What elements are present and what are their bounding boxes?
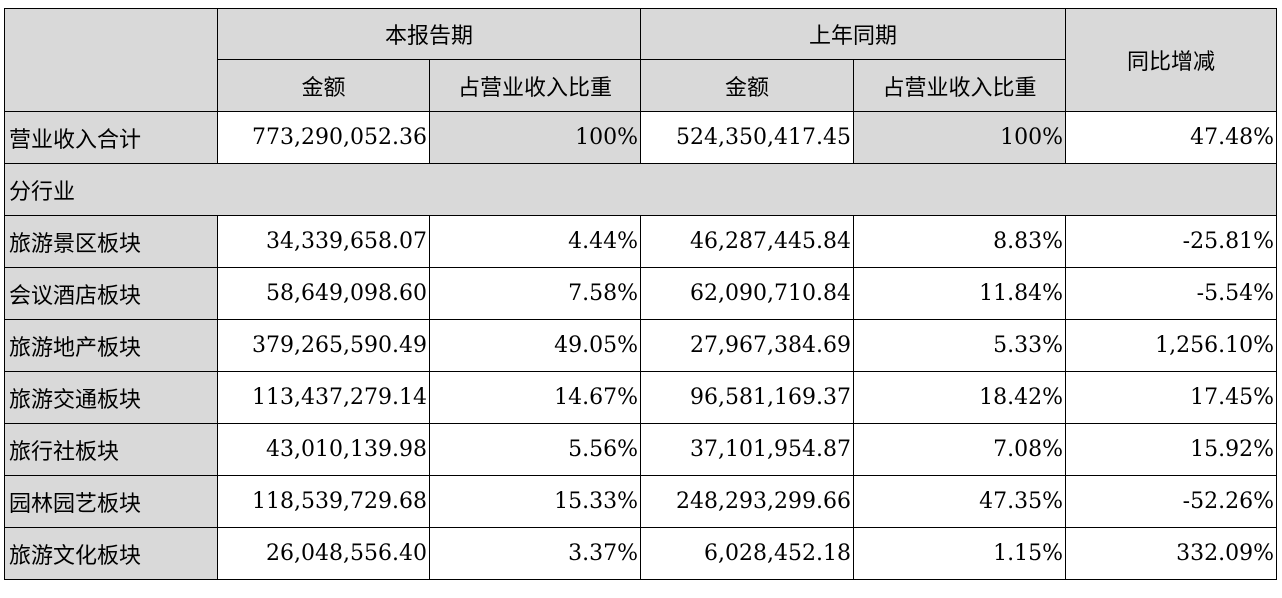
row-yoy: -52.26% <box>1065 475 1277 528</box>
total-prior-share: 100% <box>853 111 1066 164</box>
row-current-amount: 113,437,279.14 <box>217 371 430 424</box>
row-prior-amount: 248,293,299.66 <box>640 475 854 528</box>
header-current-period: 本报告期 <box>217 8 641 60</box>
row-label: 旅行社板块 <box>4 423 218 476</box>
total-row: 营业收入合计 773,290,052.36 100% 524,350,417.4… <box>4 111 1277 164</box>
row-prior-share: 47.35% <box>853 475 1066 528</box>
table-row: 旅游文化板块 26,048,556.40 3.37% 6,028,452.18 … <box>4 527 1277 580</box>
total-current-amount: 773,290,052.36 <box>217 111 430 164</box>
row-yoy: 15.92% <box>1065 423 1277 476</box>
table-row: 旅游地产板块 379,265,590.49 49.05% 27,967,384.… <box>4 319 1277 372</box>
header-prior-period: 上年同期 <box>640 8 1066 60</box>
row-current-amount: 43,010,139.98 <box>217 423 430 476</box>
header-current-share: 占营业收入比重 <box>429 59 641 112</box>
row-current-amount: 379,265,590.49 <box>217 319 430 372</box>
row-label: 旅游交通板块 <box>4 371 218 424</box>
row-current-share: 7.58% <box>429 267 641 320</box>
row-current-share: 49.05% <box>429 319 641 372</box>
row-yoy: 332.09% <box>1065 527 1277 580</box>
header-yoy-change: 同比增减 <box>1065 8 1277 112</box>
row-label: 旅游景区板块 <box>4 215 218 268</box>
header-prior-amount: 金额 <box>640 59 854 112</box>
row-label: 旅游文化板块 <box>4 527 218 580</box>
row-current-share: 3.37% <box>429 527 641 580</box>
row-prior-share: 11.84% <box>853 267 1066 320</box>
row-prior-share: 18.42% <box>853 371 1066 424</box>
row-prior-amount: 6,028,452.18 <box>640 527 854 580</box>
row-prior-amount: 37,101,954.87 <box>640 423 854 476</box>
table-row: 旅游交通板块 113,437,279.14 14.67% 96,581,169.… <box>4 371 1277 424</box>
table-row: 旅行社板块 43,010,139.98 5.56% 37,101,954.87 … <box>4 423 1277 476</box>
header-row-1: 本报告期 上年同期 同比增减 <box>4 8 1277 112</box>
section-label: 分行业 <box>4 163 1277 216</box>
section-row: 分行业 <box>4 163 1277 216</box>
row-yoy: -25.81% <box>1065 215 1277 268</box>
row-current-share: 14.67% <box>429 371 641 424</box>
total-label: 营业收入合计 <box>4 111 218 164</box>
row-current-amount: 26,048,556.40 <box>217 527 430 580</box>
row-yoy: 1,256.10% <box>1065 319 1277 372</box>
row-prior-share: 5.33% <box>853 319 1066 372</box>
row-yoy: -5.54% <box>1065 267 1277 320</box>
total-yoy: 47.48% <box>1065 111 1277 164</box>
revenue-table: 本报告期 上年同期 同比增减 金额 占营业收入比重 金额 占营业收入比重 营业收… <box>4 8 1277 580</box>
row-prior-amount: 46,287,445.84 <box>640 215 854 268</box>
row-prior-share: 1.15% <box>853 527 1066 580</box>
row-prior-share: 7.08% <box>853 423 1066 476</box>
table-row: 会议酒店板块 58,649,098.60 7.58% 62,090,710.84… <box>4 267 1277 320</box>
row-label: 旅游地产板块 <box>4 319 218 372</box>
row-current-amount: 58,649,098.60 <box>217 267 430 320</box>
row-yoy: 17.45% <box>1065 371 1277 424</box>
row-prior-amount: 96,581,169.37 <box>640 371 854 424</box>
row-current-share: 4.44% <box>429 215 641 268</box>
header-blank-cell <box>4 8 218 112</box>
header-current-amount: 金额 <box>217 59 430 112</box>
header-prior-share: 占营业收入比重 <box>853 59 1066 112</box>
row-current-amount: 118,539,729.68 <box>217 475 430 528</box>
row-prior-amount: 27,967,384.69 <box>640 319 854 372</box>
row-current-share: 15.33% <box>429 475 641 528</box>
total-prior-amount: 524,350,417.45 <box>640 111 854 164</box>
row-prior-share: 8.83% <box>853 215 1066 268</box>
table-row: 园林园艺板块 118,539,729.68 15.33% 248,293,299… <box>4 475 1277 528</box>
table-row: 旅游景区板块 34,339,658.07 4.44% 46,287,445.84… <box>4 215 1277 268</box>
row-label: 园林园艺板块 <box>4 475 218 528</box>
total-current-share: 100% <box>429 111 641 164</box>
header-row-2: 金额 占营业收入比重 金额 占营业收入比重 <box>5 59 1277 112</box>
row-current-amount: 34,339,658.07 <box>217 215 430 268</box>
row-prior-amount: 62,090,710.84 <box>640 267 854 320</box>
row-current-share: 5.56% <box>429 423 641 476</box>
row-label: 会议酒店板块 <box>4 267 218 320</box>
